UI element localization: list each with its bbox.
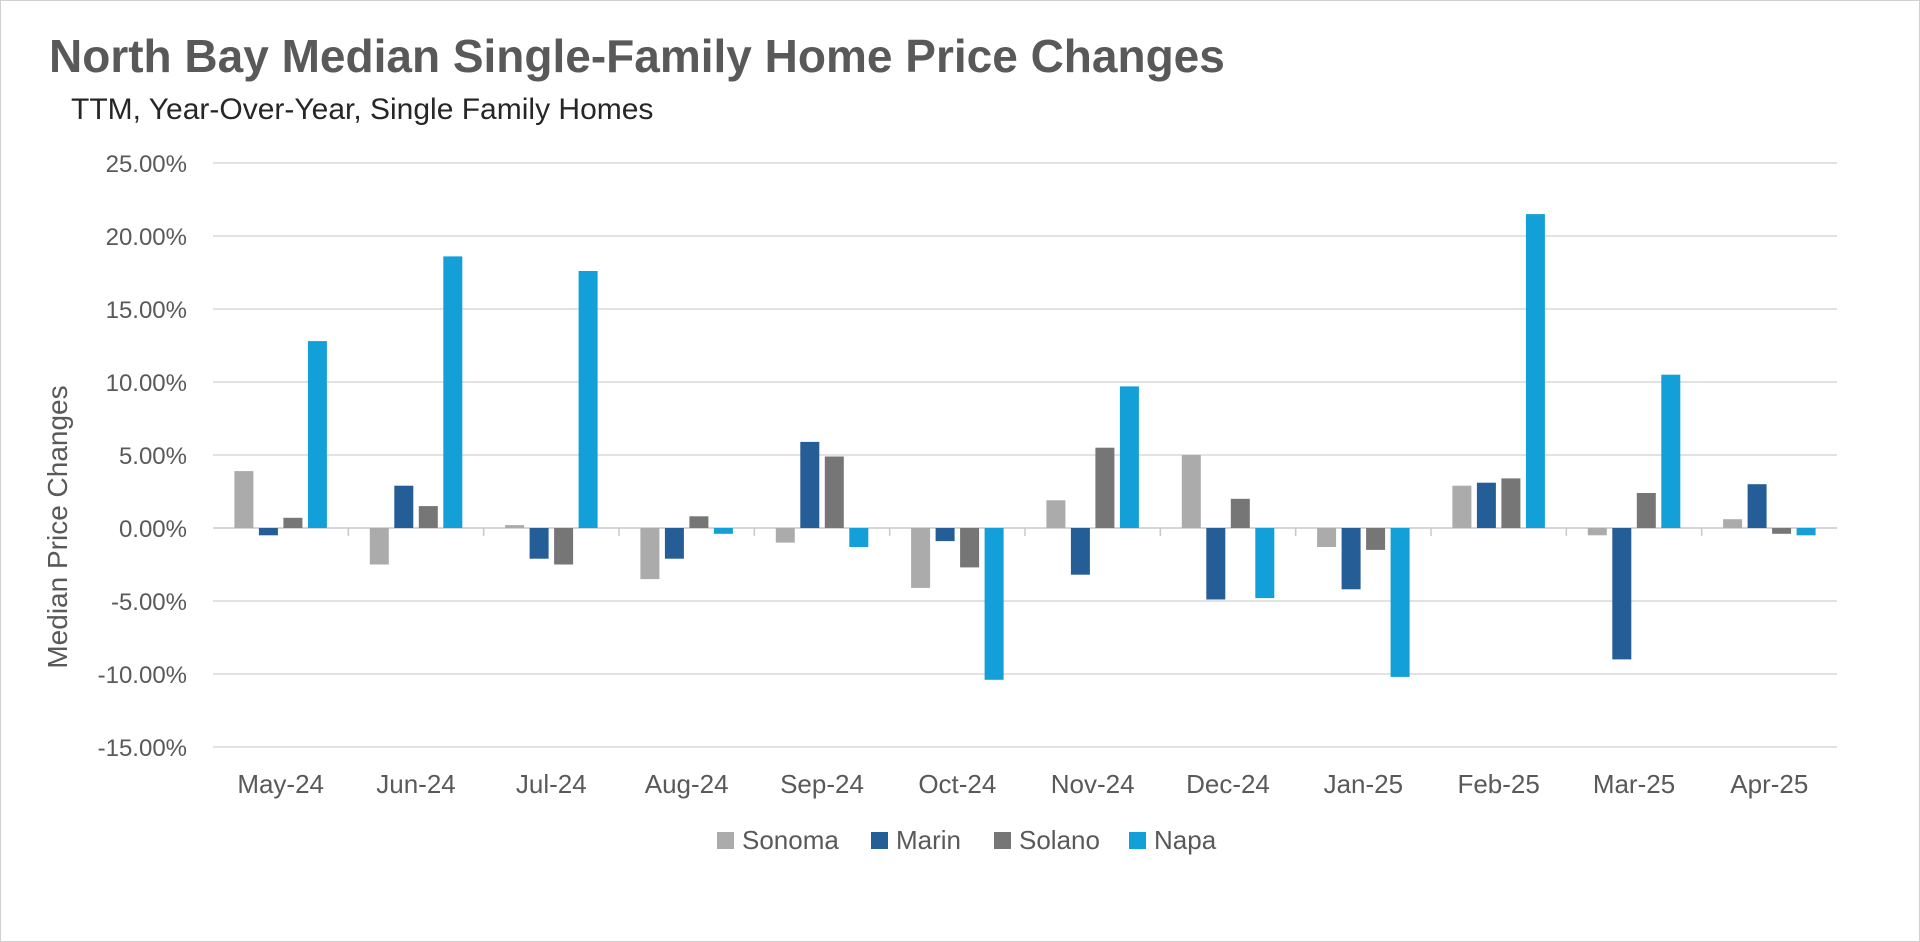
- x-tick-label: Jul-24: [516, 769, 587, 799]
- bar-sonoma-jan-25: [1317, 528, 1337, 547]
- bar-solano-oct-24: [960, 528, 980, 568]
- bar-sonoma-apr-25: [1723, 519, 1743, 528]
- bars: [234, 214, 1816, 680]
- y-tick-label: -5.00%: [111, 589, 187, 616]
- bar-sonoma-sep-24: [775, 528, 795, 543]
- bar-marin-feb-25: [1476, 482, 1496, 528]
- bar-marin-sep-24: [800, 441, 820, 528]
- bar-napa-mar-25: [1661, 374, 1681, 528]
- x-tick-label: Sep-24: [780, 769, 864, 799]
- x-tick-label: Jun-24: [376, 769, 456, 799]
- bar-solano-jul-24: [554, 528, 574, 565]
- bar-napa-aug-24: [713, 528, 733, 534]
- bar-sonoma-mar-25: [1587, 528, 1607, 536]
- bar-sonoma-aug-24: [640, 528, 660, 580]
- bar-marin-aug-24: [664, 528, 684, 559]
- bar-marin-mar-25: [1612, 528, 1632, 660]
- bar-solano-feb-25: [1501, 478, 1521, 528]
- bar-solano-dec-24: [1230, 498, 1250, 528]
- bar-solano-aug-24: [689, 516, 709, 528]
- x-tick-label: Feb-25: [1457, 769, 1539, 799]
- legend-swatch-sonoma: [717, 832, 734, 849]
- y-tick-label: 25.00%: [106, 151, 187, 178]
- bar-sonoma-jun-24: [369, 528, 389, 565]
- legend-label-sonoma: Sonoma: [742, 825, 839, 855]
- bar-solano-jan-25: [1366, 528, 1386, 550]
- bar-marin-apr-25: [1747, 484, 1767, 528]
- x-axis-ticks: May-24 Jun-24 Jul-24 Aug-24 Sep-24 Oct-24 Nov-…: [237, 769, 1808, 799]
- y-tick-label: 10.00%: [106, 370, 187, 397]
- y-tick-label: 0.00%: [119, 516, 187, 543]
- bar-marin-jun-24: [394, 485, 414, 528]
- legend-label-solano: Solano: [1019, 825, 1100, 855]
- bar-solano-jun-24: [418, 506, 438, 528]
- x-tick-label: Jan-25: [1324, 769, 1404, 799]
- x-tick-label: Dec-24: [1186, 769, 1270, 799]
- bar-napa-jun-24: [443, 256, 463, 528]
- legend-swatch-solano: [994, 832, 1011, 849]
- bar-sonoma-oct-24: [911, 528, 931, 588]
- bar-marin-jan-25: [1341, 528, 1361, 590]
- bar-napa-oct-24: [984, 528, 1004, 680]
- bar-sonoma-jul-24: [505, 525, 525, 528]
- x-tick-label: Nov-24: [1051, 769, 1135, 799]
- bar-sonoma-nov-24: [1046, 500, 1066, 528]
- chart-title: North Bay Median Single-Family Home Pric…: [49, 30, 1225, 82]
- bar-napa-feb-25: [1525, 214, 1545, 528]
- x-tick-label: Apr-25: [1730, 769, 1808, 799]
- bar-napa-sep-24: [849, 528, 869, 547]
- bar-marin-jul-24: [529, 528, 549, 559]
- bar-marin-oct-24: [935, 528, 955, 542]
- x-tick-label: Mar-25: [1593, 769, 1675, 799]
- bar-napa-apr-25: [1796, 528, 1816, 536]
- bar-solano-may-24: [283, 517, 303, 528]
- bar-marin-dec-24: [1206, 528, 1226, 600]
- bar-marin-may-24: [258, 528, 278, 536]
- legend-swatch-napa: [1129, 832, 1146, 849]
- bar-napa-jan-25: [1390, 528, 1410, 677]
- bar-solano-nov-24: [1095, 447, 1115, 528]
- legend-swatch-marin: [871, 832, 888, 849]
- legend-label-napa: Napa: [1154, 825, 1217, 855]
- bar-napa-nov-24: [1119, 386, 1139, 528]
- bar-solano-mar-25: [1636, 493, 1656, 528]
- legend: Sonoma Marin Solano Napa: [717, 825, 1217, 855]
- x-tick-label: Aug-24: [645, 769, 729, 799]
- y-tick-label: -10.00%: [98, 662, 187, 689]
- y-axis-ticks: 25.00% 20.00% 15.00% 10.00% 5.00% 0.00% -5.00%…: [98, 151, 187, 762]
- bar-sonoma-feb-25: [1452, 485, 1472, 528]
- x-tick-label: Oct-24: [918, 769, 996, 799]
- bar-napa-dec-24: [1255, 528, 1275, 599]
- bar-napa-jul-24: [578, 271, 598, 528]
- gridlines: [213, 162, 1837, 748]
- y-axis-title: Median Price Changes: [42, 385, 73, 668]
- y-tick-label: -15.00%: [98, 735, 187, 762]
- legend-label-marin: Marin: [896, 825, 961, 855]
- y-tick-label: 15.00%: [106, 297, 187, 324]
- bar-sonoma-dec-24: [1181, 455, 1201, 528]
- bar-solano-sep-24: [824, 456, 844, 528]
- chart-subtitle: TTM, Year-Over-Year, Single Family Homes: [71, 93, 654, 126]
- y-tick-label: 20.00%: [106, 224, 187, 251]
- x-tick-label: May-24: [237, 769, 324, 799]
- y-tick-label: 5.00%: [119, 443, 187, 470]
- bar-marin-nov-24: [1070, 528, 1090, 575]
- bar-napa-may-24: [307, 341, 327, 528]
- bar-sonoma-may-24: [234, 471, 254, 528]
- bar-solano-apr-25: [1772, 528, 1792, 534]
